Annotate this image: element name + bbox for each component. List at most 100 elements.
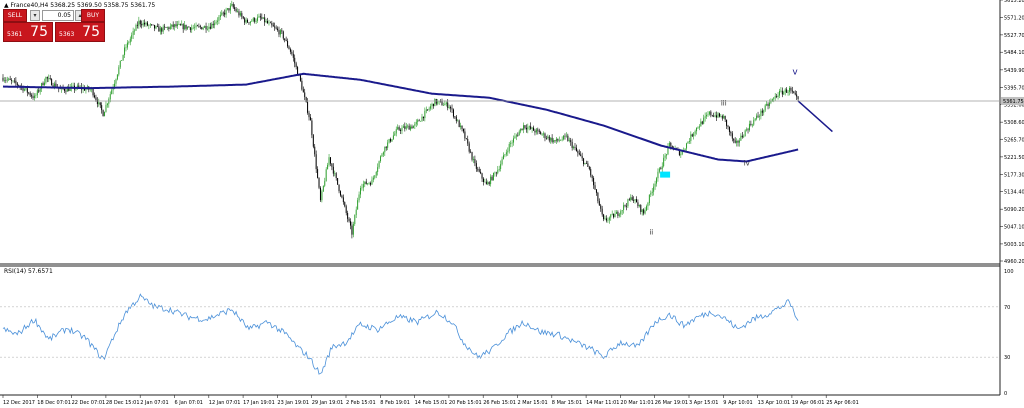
candle-body [605,218,607,221]
candle-body [322,185,324,192]
candle-body [245,19,247,23]
candle-body [255,20,257,22]
candle-body [261,17,263,19]
candle-body [425,109,427,112]
time-tick-label: 13 Apr 10:01 [758,400,791,406]
candle-body [646,206,647,211]
candle-body [281,30,283,32]
rsi-level-label: 30 [1004,355,1010,361]
candle-body [588,166,590,170]
candle-body [744,130,746,137]
candle-body [594,185,596,190]
candle-body [694,131,696,134]
candle-body [175,24,177,27]
buy-price-button[interactable]: 5363 75 [55,22,105,42]
candle-body [219,14,221,18]
candle-body [125,47,127,49]
candle-body [186,26,188,29]
candle-body [178,24,180,25]
candle-body [2,77,4,81]
candle-body [241,13,243,17]
candle-body [583,158,585,165]
time-tick-label: 20 Mar 11:01 [620,400,653,406]
candle-body [128,42,130,43]
price-tick-label: 5308.60 [1004,120,1024,126]
sell-price-big: 75 [30,24,48,40]
candle-body [299,75,301,81]
candle-body [551,137,553,142]
sell-price-button[interactable]: 5361 75 [3,22,53,42]
candle-body [460,125,462,128]
candle-body [254,18,256,22]
candle-body [624,205,626,206]
candle-body [318,177,320,188]
candle-body [777,95,779,97]
time-tick-label: 28 Dec 15:01 [106,400,140,406]
candle-body [311,120,313,136]
candle-body [607,220,609,221]
candle-body [452,109,454,117]
candle-body [784,89,786,93]
candle-body [75,88,77,90]
candle-body [520,128,522,132]
time-tick-label: 14 Feb 15:01 [415,400,448,406]
candle-body [371,179,373,185]
candle-body [686,143,688,149]
candle-body [441,101,443,106]
price-tick-label: 5003.10 [1004,242,1024,248]
candle-body [756,115,758,119]
candle-body [258,16,260,18]
time-tick-label: 26 Mar 19:01 [655,400,688,406]
candle-body [477,168,479,170]
time-tick-label: 19 Apr 06:01 [792,400,825,406]
candle-body [331,163,333,167]
candle-body [214,23,216,26]
candle-body [370,183,372,185]
candle-body [650,193,652,195]
candle-body [372,177,374,180]
time-tick-label: 2 Jan 07:01 [140,400,168,406]
candle-body [472,159,474,160]
candle-body [771,99,773,101]
lot-decrease-button[interactable]: ▾ [30,10,40,21]
candle-body [633,199,635,201]
candle-body [736,140,738,143]
candle-body [796,94,798,97]
candle-body [654,183,656,187]
candle-body [388,139,390,143]
candle-body [723,115,725,119]
lot-size-input[interactable]: 0.05 [42,10,74,21]
candle-body [15,80,17,84]
candle-body [158,26,160,32]
buy-button[interactable]: BUY [81,9,105,22]
candle-body [324,181,326,186]
candle-body [314,146,316,155]
candle-body [51,79,53,86]
candle-body [11,79,13,81]
candle-body [204,25,206,28]
candle-body [302,89,304,93]
candle-body [354,215,356,225]
candle-body [558,140,560,141]
time-tick-label: 2 Feb 15:01 [346,400,376,406]
candle-body [688,141,690,142]
candle-body [444,104,446,106]
candle-body [165,27,167,28]
candle-body [484,181,486,183]
candle-body [304,92,306,98]
candle-body [98,102,100,105]
candle-body [285,40,287,41]
sell-button[interactable]: SELL [3,9,27,22]
candle-body [274,26,276,28]
candle-body [470,151,472,153]
candle-body [247,19,249,23]
candle-body [471,152,473,160]
time-tick-label: 25 Apr 06:01 [826,400,859,406]
candle-body [217,20,218,22]
candle-body [400,129,402,131]
candle-body [29,92,31,96]
candle-body [713,115,715,117]
candle-body [362,184,364,188]
candle-body [145,22,147,25]
